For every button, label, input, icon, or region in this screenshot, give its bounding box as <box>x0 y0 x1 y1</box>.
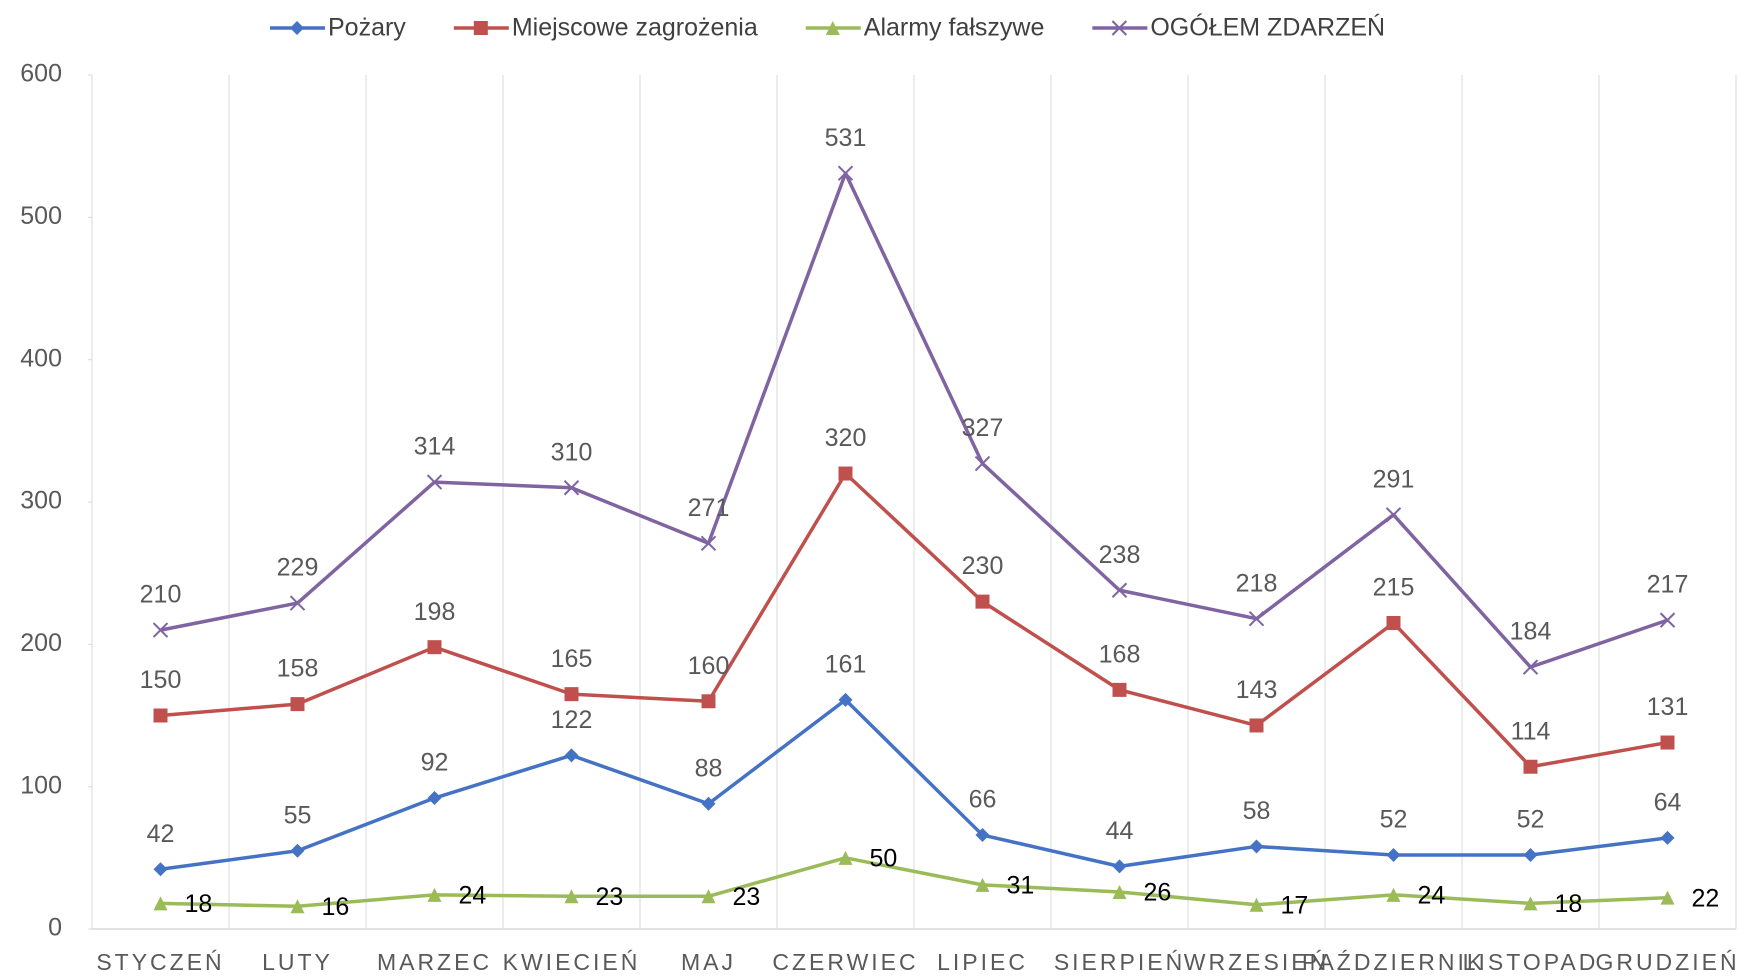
data-label: 16 <box>322 893 350 921</box>
data-label: 17 <box>1281 891 1309 919</box>
data-label: 160 <box>688 652 730 680</box>
marker <box>976 595 990 609</box>
data-label: 314 <box>414 433 456 461</box>
x-tick-label: GRUDZIEŃ <box>1595 949 1739 975</box>
marker <box>428 791 442 805</box>
chart: 0 100 200 300 400 500 600 STYCZEŃ LUTY MARZEC KWIE… <box>0 0 1739 979</box>
data-label: 31 <box>1007 871 1035 899</box>
marker <box>154 709 168 723</box>
x-tick-label: MARZEC <box>377 949 492 975</box>
data-label: 168 <box>1099 640 1141 668</box>
x-tick-label: KWIECIEŃ <box>503 949 641 975</box>
data-label: 42 <box>147 820 175 848</box>
data-label: 55 <box>284 801 312 829</box>
marker <box>154 862 168 876</box>
data-label: 198 <box>414 598 456 626</box>
data-label: 184 <box>1510 618 1552 646</box>
y-tick-label: 300 <box>20 487 62 515</box>
marker <box>565 748 579 762</box>
data-label: 23 <box>733 883 761 911</box>
data-label: 122 <box>551 706 593 734</box>
data-label: 26 <box>1144 879 1172 907</box>
data-label: 218 <box>1236 569 1278 597</box>
x-tick-label: LUTY <box>262 949 333 975</box>
y-tick-label: 0 <box>48 914 62 942</box>
marker <box>291 697 305 711</box>
data-label: 531 <box>825 124 867 152</box>
x-tick-label: MAJ <box>681 949 736 975</box>
marker <box>976 457 990 471</box>
data-label: 114 <box>1511 717 1551 745</box>
data-label: 150 <box>140 666 182 694</box>
y-tick-label: 500 <box>20 202 62 230</box>
data-label: 58 <box>1243 797 1271 825</box>
marker <box>1387 616 1401 630</box>
data-label: 217 <box>1647 571 1689 599</box>
data-label: 24 <box>459 881 487 909</box>
data-label: 44 <box>1106 817 1134 845</box>
marker <box>1250 839 1264 853</box>
data-label: 327 <box>962 414 1004 442</box>
marker <box>291 844 305 858</box>
data-label: 64 <box>1654 789 1682 817</box>
marker <box>1387 848 1401 862</box>
legend-label: Miejscowe zagrożenia <box>512 14 758 42</box>
marker <box>1387 508 1401 522</box>
legend-label: OGÓŁEM ZDARZEŃ <box>1150 13 1385 42</box>
data-label: 92 <box>421 749 449 777</box>
data-label: 271 <box>688 494 730 522</box>
data-label: 88 <box>695 754 723 782</box>
x-tick-label: SIERPIEŃ <box>1054 949 1185 975</box>
marker <box>1113 683 1127 697</box>
data-label: 22 <box>1692 884 1720 912</box>
marker <box>565 687 579 701</box>
y-tick-label: 100 <box>20 771 62 799</box>
x-tick-label: CZERWIEC <box>772 949 918 975</box>
marker <box>1113 859 1127 873</box>
data-label: 24 <box>1418 881 1446 909</box>
data-label: 23 <box>596 883 624 911</box>
data-label: 320 <box>825 424 867 452</box>
data-label: 18 <box>1555 890 1583 918</box>
legend-label: Alarmy fałszywe <box>864 14 1045 42</box>
data-label: 52 <box>1517 806 1545 834</box>
x-tick-label: STYCZEŃ <box>96 949 224 975</box>
data-label: 131 <box>1647 693 1689 721</box>
data-label: 238 <box>1099 541 1141 569</box>
marker <box>1661 736 1675 750</box>
y-tick-label: 200 <box>20 629 62 657</box>
marker <box>428 640 442 654</box>
marker <box>1524 760 1538 774</box>
data-label: 161 <box>825 650 867 678</box>
legend: Pożary Miejscowe zagrożenia Alarmy fałszyw… <box>270 13 1385 42</box>
x-tick-label: PAŹDZIERNIK <box>1302 949 1485 975</box>
data-label: 230 <box>962 552 1004 580</box>
data-label: 310 <box>551 438 593 466</box>
x-tick-label: LISTOPAD <box>1463 949 1599 975</box>
marker <box>1661 831 1675 845</box>
marker <box>1524 848 1538 862</box>
legend-marker <box>474 21 488 35</box>
data-label: 229 <box>277 554 319 582</box>
data-label: 210 <box>140 581 182 609</box>
data-label: 52 <box>1380 806 1408 834</box>
marker <box>1250 718 1264 732</box>
data-label: 215 <box>1373 574 1415 602</box>
x-tick-label: LIPIEC <box>937 949 1028 975</box>
data-label: 158 <box>277 655 319 683</box>
legend-label: Pożary <box>328 14 406 42</box>
data-label: 50 <box>870 844 898 872</box>
marker <box>839 467 853 481</box>
data-label: 66 <box>969 786 997 814</box>
data-label: 291 <box>1373 465 1415 493</box>
data-label: 18 <box>185 890 213 918</box>
marker <box>702 694 716 708</box>
y-tick-label: 400 <box>20 344 62 372</box>
data-label: 165 <box>551 645 593 673</box>
legend-marker <box>290 21 304 35</box>
data-label: 143 <box>1236 676 1278 704</box>
y-tick-label: 600 <box>20 60 62 88</box>
